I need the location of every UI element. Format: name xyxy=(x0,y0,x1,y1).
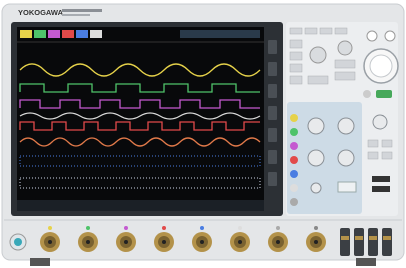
oscilloscope-photo: YOKOGAWA xyxy=(0,0,406,268)
knob xyxy=(373,115,387,129)
usb-port xyxy=(372,186,390,192)
knob xyxy=(310,47,326,63)
button xyxy=(363,90,371,98)
button xyxy=(338,182,356,192)
model-label xyxy=(62,9,102,12)
foot xyxy=(30,258,50,266)
status-bar xyxy=(17,200,264,211)
brand-label: YOKOGAWA xyxy=(18,8,64,17)
knob xyxy=(338,41,352,55)
knob xyxy=(338,118,354,134)
knob xyxy=(338,150,354,166)
button xyxy=(367,31,377,41)
knob xyxy=(311,183,321,193)
model-label xyxy=(62,14,90,16)
jog-dial xyxy=(370,55,392,77)
knob xyxy=(308,118,324,134)
knob xyxy=(308,150,324,166)
power-button xyxy=(14,238,22,246)
foot xyxy=(356,258,376,266)
usb-port xyxy=(372,176,390,182)
button xyxy=(385,31,395,41)
page: YOKOGAWA xyxy=(0,0,406,268)
run-button xyxy=(376,90,392,98)
